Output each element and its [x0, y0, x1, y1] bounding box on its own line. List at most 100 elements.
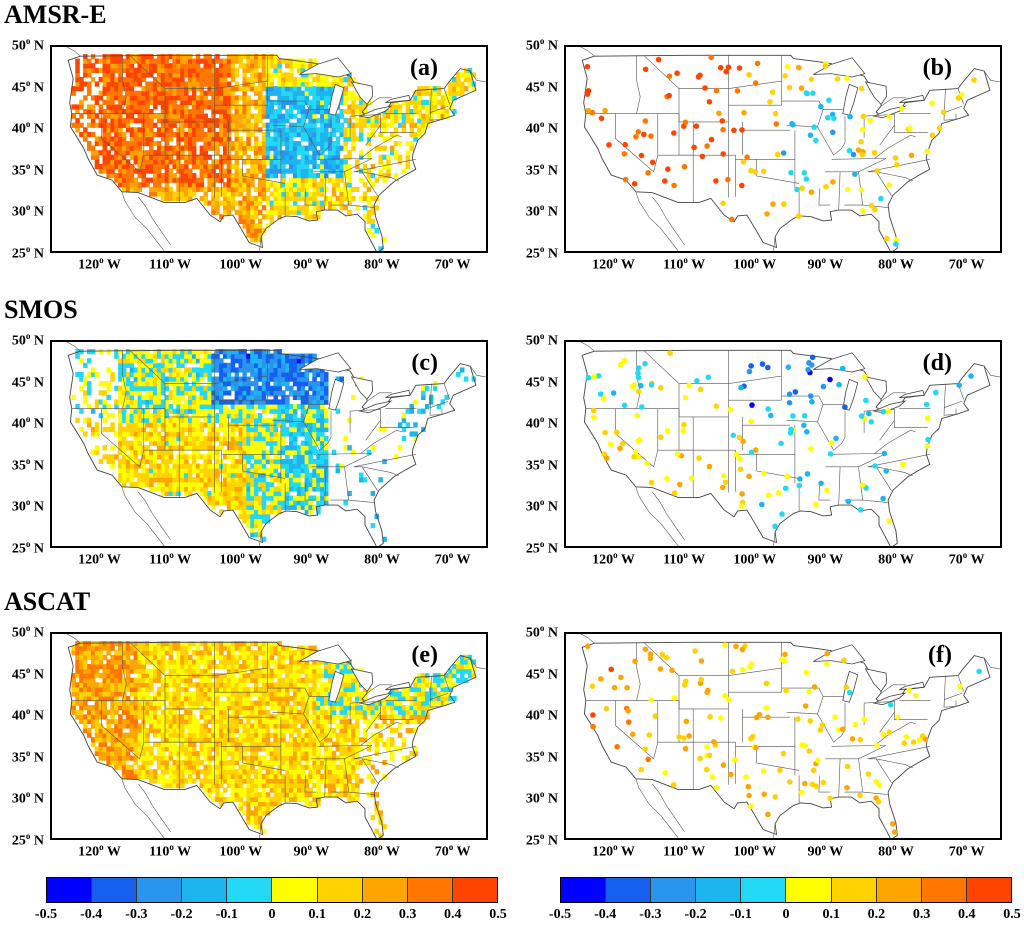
field-cell: [265, 805, 271, 811]
field-cell: [114, 58, 119, 64]
field-cell: [285, 449, 290, 455]
field-cell: [98, 122, 104, 128]
field-cell: [188, 54, 193, 60]
field-cell: [300, 458, 306, 465]
field-cell: [308, 81, 313, 87]
field-cell: [320, 127, 325, 133]
field-cell: [184, 490, 189, 497]
field-cell: [308, 122, 313, 128]
boundary-line: [429, 105, 449, 113]
field-cell: [261, 495, 267, 501]
field-cell: [106, 54, 111, 60]
field-cell: [164, 440, 170, 446]
station-point: [746, 72, 752, 78]
field-cell: [327, 782, 333, 789]
field-cell: [246, 122, 251, 128]
station-point: [773, 121, 780, 127]
field-cell: [281, 58, 286, 64]
field-cell: [215, 426, 220, 433]
field-cell: [129, 472, 135, 478]
field-cell: [351, 773, 356, 779]
station-point: [850, 151, 857, 158]
field-cell: [110, 99, 115, 105]
field-cell: [257, 796, 263, 802]
field-cell: [219, 77, 224, 83]
station-point: [830, 179, 836, 185]
field-cell: [242, 195, 247, 202]
field-cell: [226, 63, 232, 69]
field-cell: [172, 764, 177, 770]
field-cell: [269, 796, 275, 802]
field-cell: [234, 200, 240, 206]
field-cell: [234, 426, 240, 433]
station-point: [859, 151, 866, 158]
field-cell: [242, 223, 247, 229]
field-cell: [277, 436, 282, 442]
field-cell: [207, 431, 212, 437]
boundary-line: [121, 191, 165, 251]
field-cell: [308, 182, 313, 188]
field-cell: [292, 417, 298, 423]
field-cell: [184, 349, 189, 355]
field-cell: [153, 436, 158, 442]
field-cell: [296, 118, 302, 124]
field-cell: [121, 764, 127, 770]
field-cell: [164, 431, 170, 437]
field-cell: [219, 131, 224, 138]
field-cell: [246, 95, 251, 101]
field-cell: [316, 431, 321, 437]
field-cell: [254, 168, 259, 174]
field-cell: [339, 113, 344, 119]
field-cell: [250, 481, 255, 487]
field-cell: [320, 413, 325, 419]
field-cell: [234, 408, 240, 414]
field-cell: [230, 86, 236, 92]
station-point: [632, 449, 639, 455]
field-cell: [176, 63, 181, 69]
field-cell: [180, 458, 185, 465]
field-cell: [215, 195, 220, 202]
field-cell: [327, 113, 333, 119]
field-cell: [347, 81, 352, 87]
field-cell: [211, 796, 216, 802]
field-cell: [254, 150, 259, 156]
field-cell: [254, 186, 259, 192]
field-cell: [180, 468, 185, 474]
field-cell: [304, 182, 310, 188]
field-cell: [289, 163, 294, 170]
field-cell: [106, 136, 111, 142]
field-cell: [366, 228, 372, 234]
field-cell: [215, 191, 220, 197]
field-cell: [413, 90, 418, 96]
field-cell: [223, 205, 228, 211]
field-cell: [215, 787, 220, 793]
field-cell: [397, 154, 403, 160]
field-cell: [300, 500, 306, 506]
field-cell: [79, 358, 84, 364]
field-cell: [184, 90, 189, 96]
field-cell: [347, 173, 352, 179]
field-cell: [149, 99, 154, 105]
field-cell: [226, 72, 232, 78]
field-cell: [242, 150, 247, 156]
field-cell: [242, 810, 247, 816]
field-cell: [273, 404, 278, 410]
station-point: [968, 373, 974, 379]
field-cell: [168, 118, 174, 124]
field-cell: [234, 404, 240, 410]
field-cell: [176, 445, 181, 451]
panel-label: (b): [922, 55, 952, 81]
field-cell: [87, 90, 92, 96]
station-point: [872, 206, 878, 213]
field-cell: [327, 163, 333, 170]
station-point: [739, 182, 745, 189]
field-cell: [362, 191, 368, 197]
field-cell: [238, 104, 243, 110]
field-cell: [277, 500, 282, 506]
field-cell: [327, 86, 333, 92]
field-cell: [110, 77, 115, 83]
field-cell: [121, 77, 127, 83]
field-cell: [129, 385, 135, 391]
field-cell: [405, 408, 411, 414]
field-cell: [300, 372, 306, 378]
